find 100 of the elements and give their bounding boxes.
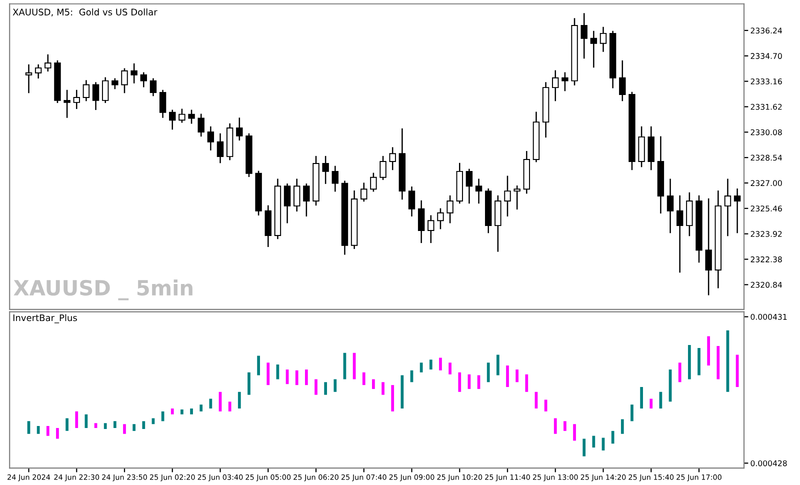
candlestick <box>92 82 100 110</box>
bar <box>66 418 68 431</box>
bar <box>582 438 586 456</box>
bar <box>334 379 337 392</box>
candlestick <box>408 186 416 216</box>
candlestick <box>169 110 176 130</box>
candlestick <box>303 184 310 216</box>
bar <box>678 362 682 382</box>
candlestick <box>514 185 520 210</box>
chart-title: InvertBar_Plus <box>13 314 77 324</box>
candlestick <box>580 13 588 59</box>
bar <box>592 436 596 448</box>
candlestick <box>475 178 482 204</box>
candlestick <box>418 200 425 244</box>
bar <box>448 362 452 374</box>
bar <box>382 382 384 395</box>
candlestick <box>130 63 138 84</box>
bar <box>266 362 270 386</box>
bar <box>152 418 155 424</box>
candlestick <box>207 126 214 150</box>
bar <box>391 385 394 412</box>
bar <box>362 372 366 386</box>
candlestick <box>25 64 32 94</box>
bar <box>238 392 241 408</box>
bar <box>688 345 691 380</box>
candlestick <box>121 68 128 94</box>
candlestick <box>676 195 684 273</box>
bar <box>56 428 59 439</box>
candlestick <box>705 198 712 296</box>
candlestick <box>590 30 598 68</box>
candlestick <box>112 78 118 90</box>
bar <box>314 379 318 395</box>
candlestick <box>284 184 291 224</box>
bar <box>640 387 643 408</box>
candlestick <box>466 168 473 204</box>
bar <box>630 404 634 422</box>
bar <box>516 369 519 382</box>
bar <box>304 369 308 386</box>
candlestick <box>140 72 148 88</box>
bar <box>200 404 203 412</box>
bar <box>486 362 490 382</box>
bar <box>506 366 509 388</box>
chart-title: XAUUSD, M5: Gold vs US Dollar <box>12 8 158 16</box>
candlestick <box>360 182 368 202</box>
bar <box>257 356 260 376</box>
candlestick <box>73 90 80 109</box>
bar <box>496 354 500 376</box>
candlestick <box>34 64 42 78</box>
bar <box>564 421 566 431</box>
bar <box>170 408 174 414</box>
bar <box>698 348 700 376</box>
candlestick <box>322 156 329 184</box>
candlestick <box>552 70 559 102</box>
bar <box>707 336 710 366</box>
bar <box>104 423 107 429</box>
bar <box>716 346 720 380</box>
candlestick <box>504 176 511 216</box>
bar <box>123 424 126 434</box>
candlestick <box>216 133 224 164</box>
candlestick <box>389 147 396 170</box>
candlestick <box>600 26 607 52</box>
bar <box>209 398 212 408</box>
bar <box>620 419 624 434</box>
candlestick <box>724 178 732 236</box>
candlestick <box>236 118 243 141</box>
bar <box>525 374 528 392</box>
bar <box>573 424 576 441</box>
candlestick <box>293 178 300 212</box>
candlestick <box>178 108 186 123</box>
bar <box>142 421 146 429</box>
candlestick <box>64 90 70 118</box>
bar <box>36 426 40 434</box>
candlestick <box>370 172 377 192</box>
bar <box>611 430 614 444</box>
bar <box>439 358 442 370</box>
candlestick <box>150 78 157 96</box>
candlestick <box>82 80 90 102</box>
bar <box>324 382 328 395</box>
candlestick <box>666 178 674 234</box>
bar <box>400 375 404 408</box>
candlestick <box>198 114 204 137</box>
candlestick <box>446 195 454 224</box>
bar <box>132 424 136 431</box>
bar <box>113 421 116 428</box>
candlestick <box>188 110 195 124</box>
bar <box>248 372 250 395</box>
candlestick <box>332 166 339 192</box>
bar <box>75 411 78 428</box>
annotation: XAUUSD _ 5min <box>14 280 192 300</box>
candlestick <box>102 77 109 104</box>
bar <box>554 418 557 434</box>
bar <box>295 370 298 386</box>
bar <box>46 426 50 436</box>
bar <box>372 379 375 389</box>
candlestick <box>428 215 434 244</box>
bar <box>228 402 232 412</box>
bar <box>420 362 423 372</box>
bar <box>190 408 193 414</box>
bar <box>458 372 462 392</box>
candlestick <box>159 90 166 118</box>
